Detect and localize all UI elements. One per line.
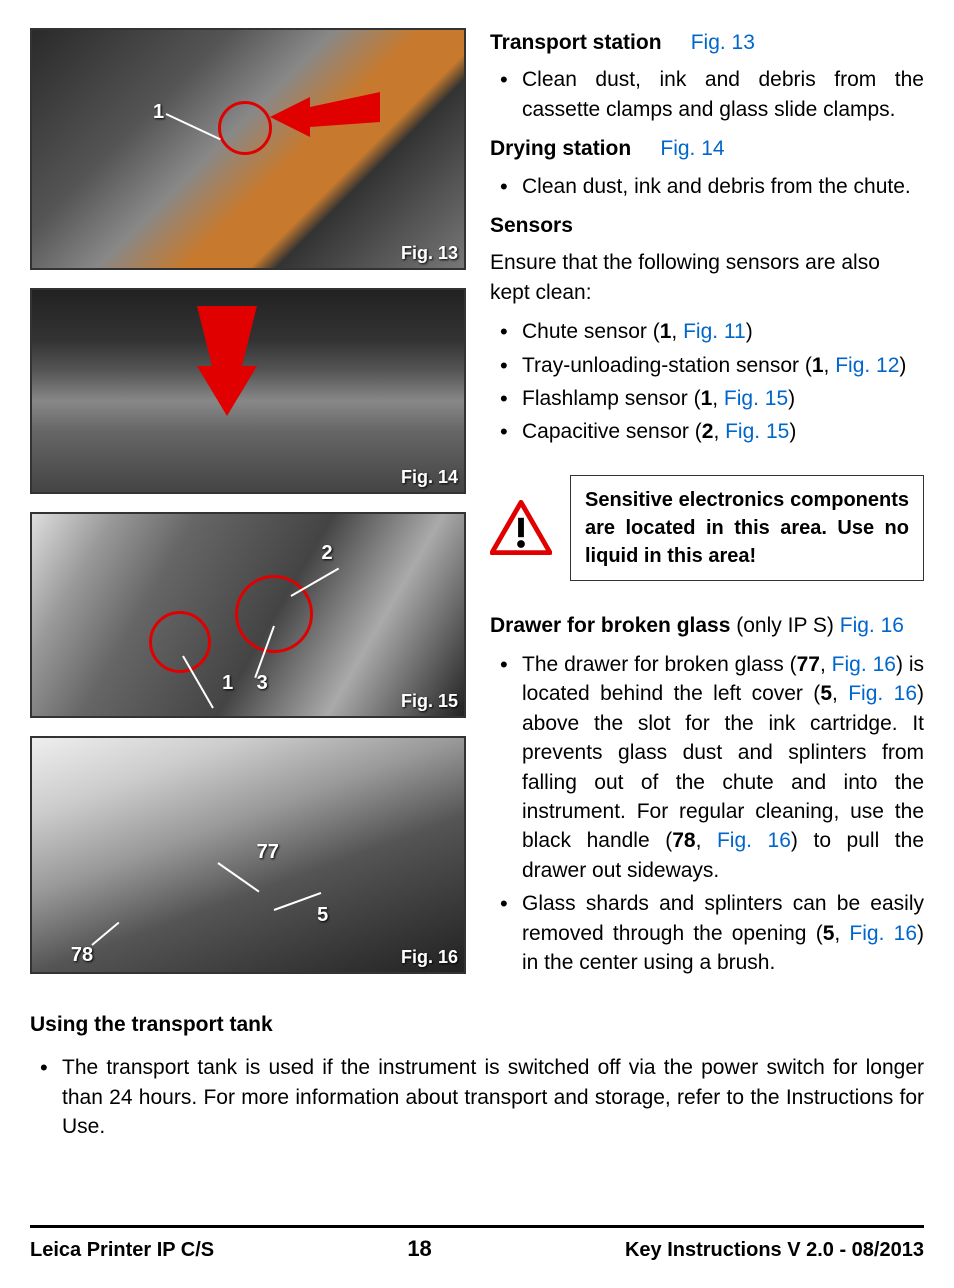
- t: ): [899, 354, 906, 377]
- page-footer: Leica Printer IP C/S 18 Key Instructions…: [30, 1225, 924, 1262]
- t: 5: [820, 682, 832, 705]
- sensor-item-capacitive: Capacitive sensor (2, Fig. 15): [490, 417, 924, 446]
- t: 1: [701, 387, 713, 410]
- transport-station-bullet: Clean dust, ink and debris from the cass…: [490, 65, 924, 124]
- link[interactable]: Fig. 12: [835, 354, 899, 377]
- warning-row: Sensitive electronics components are loc…: [490, 475, 924, 581]
- link[interactable]: Fig. 16: [832, 653, 896, 676]
- warning-icon: [490, 500, 552, 555]
- fig15-callout-1: 1: [222, 672, 233, 695]
- t: The drawer for broken glass (: [522, 653, 797, 676]
- t: ,: [834, 922, 849, 945]
- transport-tank-section: Using the transport tank The transport t…: [30, 1010, 924, 1142]
- drying-station-heading: Drying station Fig. 14: [490, 134, 924, 163]
- sensor-item-tray: Tray-unloading-station sensor (1, Fig. 1…: [490, 351, 924, 380]
- t: 2: [702, 420, 714, 443]
- link[interactable]: Fig. 16: [848, 682, 917, 705]
- t: 1: [812, 354, 824, 377]
- drawer-bullet-2: Glass shards and splinters can be easily…: [490, 889, 924, 977]
- footer-page: 18: [407, 1236, 431, 1262]
- fig15-label: Fig. 15: [401, 691, 458, 712]
- drawer-list: The drawer for broken glass (77, Fig. 16…: [490, 650, 924, 977]
- drying-station-title: Drying station: [490, 137, 631, 160]
- fig13-leader: [165, 113, 220, 140]
- fig16-leader-77: [217, 862, 259, 892]
- sensors-list: Chute sensor (1, Fig. 11) Tray-unloading…: [490, 317, 924, 447]
- left-column: 1 Fig. 13 Fig. 14 1 2 3 Fig. 15 77 5: [30, 28, 466, 992]
- transport-station-title: Transport station: [490, 31, 662, 54]
- page-columns: 1 Fig. 13 Fig. 14 1 2 3 Fig. 15 77 5: [30, 28, 924, 992]
- link[interactable]: Fig. 15: [725, 420, 789, 443]
- figure-16: 77 5 78 Fig. 16: [30, 736, 466, 974]
- t: Chute sensor (: [522, 320, 660, 343]
- t: Capacitive sensor (: [522, 420, 702, 443]
- fig13-circle: [218, 101, 272, 155]
- transport-tank-bullet: The transport tank is used if the instru…: [30, 1053, 924, 1141]
- fig16-leader-78: [92, 922, 120, 946]
- t: 78: [672, 829, 695, 852]
- t: ,: [671, 320, 683, 343]
- sensors-intro: Ensure that the following sensors are al…: [490, 248, 924, 307]
- t: ,: [712, 387, 724, 410]
- drawer-title: Drawer for broken glass: [490, 614, 730, 637]
- t: Tray-unloading-station sensor (: [522, 354, 812, 377]
- transport-tank-list: The transport tank is used if the instru…: [30, 1053, 924, 1141]
- transport-tank-heading: Using the transport tank: [30, 1010, 924, 1039]
- t: Flashlamp sensor (: [522, 387, 701, 410]
- drawer-heading: Drawer for broken glass (only IP S) Fig.…: [490, 611, 924, 640]
- figure-14: Fig. 14: [30, 288, 466, 494]
- t: ) above the slot for the ink cartridge. …: [522, 682, 924, 852]
- t: ,: [713, 420, 725, 443]
- t: ): [789, 420, 796, 443]
- warning-text: Sensitive electronics components are loc…: [570, 475, 924, 581]
- fig16-callout-78: 78: [71, 944, 93, 967]
- drawer-bullet-1: The drawer for broken glass (77, Fig. 16…: [490, 650, 924, 885]
- fig15-callout-2: 2: [321, 542, 332, 565]
- transport-station-heading: Transport station Fig. 13: [490, 28, 924, 57]
- fig13-label: Fig. 13: [401, 243, 458, 264]
- t: ): [746, 320, 753, 343]
- fig15-circle-2: [235, 575, 313, 653]
- t: ,: [824, 354, 836, 377]
- link[interactable]: Fig. 16: [717, 829, 791, 852]
- drying-station-bullet: Clean dust, ink and debris from the chut…: [490, 172, 924, 201]
- fig16-leader-5: [274, 892, 322, 911]
- fig15-callout-3: 3: [257, 672, 268, 695]
- sensors-title: Sensors: [490, 214, 573, 237]
- figure-13: 1 Fig. 13: [30, 28, 466, 270]
- fig16-callout-5: 5: [317, 904, 328, 927]
- drawer-plain: (only IP S): [730, 614, 839, 637]
- footer-left: Leica Printer IP C/S: [30, 1239, 214, 1262]
- fig15-circle-1: [149, 611, 211, 673]
- fig13-callout-1: 1: [153, 101, 164, 124]
- figure-15: 1 2 3 Fig. 15: [30, 512, 466, 718]
- t: ,: [820, 653, 832, 676]
- t: ,: [832, 682, 848, 705]
- link[interactable]: Fig. 11: [683, 320, 746, 343]
- t: 5: [823, 922, 835, 945]
- t: ): [788, 387, 795, 410]
- transport-station-figref[interactable]: Fig. 13: [691, 31, 755, 54]
- link[interactable]: Fig. 15: [724, 387, 788, 410]
- t: 77: [797, 653, 820, 676]
- footer-right: Key Instructions V 2.0 - 08/2013: [625, 1239, 924, 1262]
- link[interactable]: Fig. 16: [849, 922, 917, 945]
- fig14-arrow: [162, 306, 292, 416]
- drawer-ref[interactable]: Fig. 16: [840, 614, 904, 637]
- transport-station-list: Clean dust, ink and debris from the cass…: [490, 65, 924, 124]
- drying-station-list: Clean dust, ink and debris from the chut…: [490, 172, 924, 201]
- sensor-item-flashlamp: Flashlamp sensor (1, Fig. 15): [490, 384, 924, 413]
- t: 1: [660, 320, 672, 343]
- fig16-label: Fig. 16: [401, 947, 458, 968]
- sensors-heading: Sensors: [490, 211, 924, 240]
- fig15-leader-2: [291, 567, 340, 596]
- drying-station-figref[interactable]: Fig. 14: [660, 137, 724, 160]
- t: ,: [696, 829, 717, 852]
- right-column: Transport station Fig. 13 Clean dust, in…: [490, 28, 924, 992]
- fig16-callout-77: 77: [257, 841, 279, 864]
- fig13-arrow: [270, 82, 390, 152]
- fig14-label: Fig. 14: [401, 467, 458, 488]
- sensor-item-chute: Chute sensor (1, Fig. 11): [490, 317, 924, 346]
